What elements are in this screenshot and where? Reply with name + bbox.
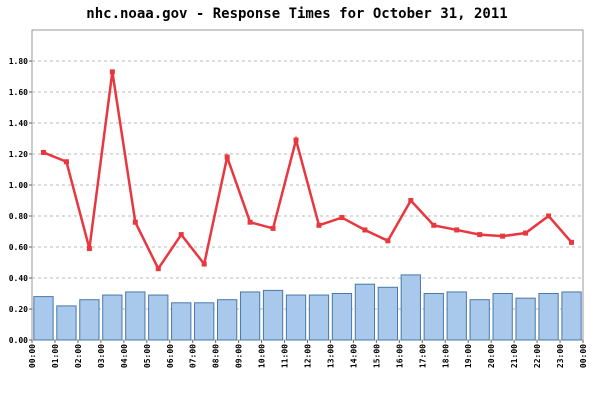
- point: [385, 238, 391, 244]
- y-tick-label: 0.00: [9, 336, 28, 345]
- point: [454, 227, 460, 233]
- bar: [56, 305, 77, 341]
- point: [569, 239, 575, 245]
- x-tick-label: 22:00: [533, 344, 542, 368]
- bar: [423, 293, 444, 341]
- x-tick-label: 18:00: [441, 344, 450, 368]
- y-tick-label: 0.20: [9, 305, 28, 314]
- y-tick-label: 1.80: [9, 57, 28, 66]
- bar: [354, 283, 376, 341]
- point: [247, 219, 253, 225]
- bar: [492, 293, 513, 341]
- point: [86, 246, 92, 252]
- bar: [33, 296, 54, 341]
- y-tick-label: 0.80: [9, 212, 28, 221]
- bar: [125, 291, 146, 341]
- y-tick-label: 1.00: [9, 181, 28, 190]
- bar: [285, 294, 307, 341]
- bar: [217, 299, 238, 341]
- x-tick-label: 20:00: [487, 344, 496, 368]
- point: [477, 232, 483, 238]
- point: [178, 232, 184, 238]
- point: [316, 222, 322, 228]
- point: [500, 233, 506, 239]
- bar: [446, 291, 467, 341]
- point: [523, 230, 529, 236]
- point: [339, 215, 345, 221]
- point: [155, 266, 161, 272]
- bar: [239, 291, 261, 341]
- y-tick-label: 0.40: [9, 274, 28, 283]
- x-tick-label: 03:00: [97, 344, 106, 368]
- x-tick-label: 00:00: [28, 344, 37, 368]
- bar: [148, 294, 169, 341]
- point: [40, 149, 46, 155]
- point: [431, 222, 437, 228]
- point: [132, 219, 138, 225]
- chart-title: nhc.noaa.gov - Response Times for Octobe…: [86, 6, 507, 22]
- x-tick-label: 10:00: [258, 344, 267, 368]
- x-tick-label: 15:00: [372, 344, 381, 368]
- x-tick-label: 19:00: [464, 344, 473, 368]
- x-tick-label: 08:00: [212, 344, 221, 368]
- x-tick-label: 11:00: [281, 344, 290, 368]
- x-tick-label: 09:00: [235, 344, 244, 368]
- point: [224, 154, 230, 160]
- bar: [331, 293, 353, 341]
- bar: [561, 291, 582, 341]
- y-tick-label: 1.60: [9, 88, 28, 97]
- bar: [515, 297, 536, 341]
- bar: [194, 302, 215, 341]
- x-tick-label: 05:00: [143, 344, 152, 368]
- bar: [308, 294, 330, 341]
- bar: [538, 293, 559, 341]
- point: [201, 261, 207, 267]
- bar: [171, 302, 192, 341]
- x-tick-label: 02:00: [74, 344, 83, 368]
- x-tick-label: 17:00: [418, 344, 427, 368]
- x-tick-label: 00:00: [579, 344, 588, 368]
- y-tick-label: 1.40: [9, 119, 28, 128]
- x-tick-label: 23:00: [556, 344, 565, 368]
- y-tick-label: 0.60: [9, 243, 28, 252]
- bar: [102, 294, 123, 341]
- bar: [79, 299, 100, 341]
- point: [293, 137, 299, 143]
- x-tick-label: 13:00: [326, 344, 335, 368]
- line: [43, 71, 573, 272]
- bar: [377, 286, 398, 341]
- x-tick-label: 07:00: [189, 344, 198, 368]
- point: [109, 69, 115, 75]
- y-tick-label: 1.20: [9, 150, 28, 159]
- x-tick-label: 01:00: [51, 344, 60, 368]
- point: [362, 227, 368, 233]
- point: [408, 198, 414, 203]
- x-tick-label: 14:00: [349, 344, 358, 368]
- point: [546, 213, 552, 219]
- bar: [400, 274, 421, 341]
- point: [270, 225, 276, 231]
- point: [63, 159, 69, 165]
- x-tick-label: 12:00: [304, 344, 313, 368]
- x-tick-label: 06:00: [166, 344, 175, 368]
- bar: [469, 299, 490, 341]
- x-tick-label: 04:00: [120, 344, 129, 368]
- bar: [262, 289, 284, 341]
- x-tick-label: 21:00: [510, 344, 519, 368]
- x-tick-label: 16:00: [395, 344, 404, 368]
